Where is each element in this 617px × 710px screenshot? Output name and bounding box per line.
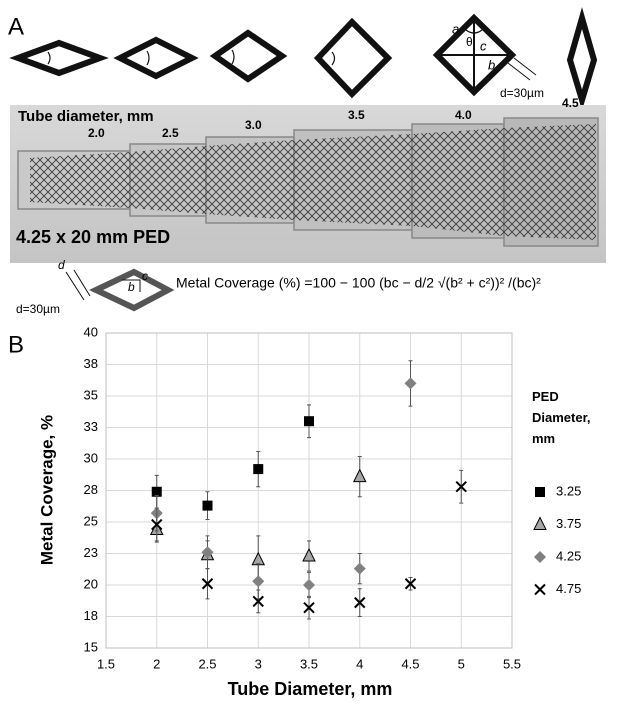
y-tick-label: 40 <box>84 324 98 339</box>
marker <box>203 501 213 511</box>
cell-shape <box>18 43 100 73</box>
y-tick-label: 23 <box>84 545 98 560</box>
formula: Metal Coverage (%) =100 − 100 (bc − d/2 … <box>176 275 541 291</box>
x-tick-label: 3 <box>255 656 262 671</box>
marker <box>304 416 314 426</box>
legend-marker <box>534 551 546 563</box>
tube-diameter: 4.0 <box>455 108 472 122</box>
tube-diameter: 2.0 <box>88 126 105 140</box>
x-tick-label: 5 <box>458 656 465 671</box>
stent-label: 4.25 x 20 mm PED <box>16 227 170 247</box>
wire-width: d=30µm <box>500 86 544 100</box>
cell-shape <box>318 22 388 94</box>
geometry-label: c <box>480 38 487 53</box>
x-tick-label: 5.5 <box>503 656 521 671</box>
panel-label: B <box>8 331 24 358</box>
geometry-label: b <box>128 280 135 294</box>
x-tick-label: 3.5 <box>300 656 318 671</box>
legend-label: 3.75 <box>556 516 581 531</box>
tube-label: Tube diameter, mm <box>18 108 154 125</box>
x-axis-title: Tube Diameter, mm <box>228 679 393 699</box>
figure: A a θ c b d=30µm Tube diameter, mm 2.0 2… <box>0 0 617 705</box>
legend-title: PED Diameter, mm <box>532 386 592 449</box>
y-tick-label: 18 <box>84 608 98 623</box>
geometry-label: b <box>488 57 495 72</box>
legend-label: 3.25 <box>556 483 581 498</box>
geometry-label: θ <box>466 35 473 49</box>
marker <box>303 549 315 561</box>
y-tick-label: 25 <box>84 513 98 528</box>
tube-diameter: 4.5 <box>562 96 579 110</box>
marker <box>252 553 264 565</box>
cell-shape <box>120 40 192 76</box>
tube-diameter: 3.0 <box>245 118 262 132</box>
x-tick-label: 4 <box>356 656 363 671</box>
y-tick-label: 35 <box>84 387 98 402</box>
wire-width: d=30µm <box>16 302 60 316</box>
y-tick-label: 38 <box>84 356 98 371</box>
x-tick-label: 4.5 <box>401 656 419 671</box>
tube-diameter: 2.5 <box>162 126 179 140</box>
x-tick-label: 2 <box>153 656 160 671</box>
y-tick-label: 20 <box>84 576 98 591</box>
legend-marker <box>535 487 545 497</box>
y-tick-label: 28 <box>84 482 98 497</box>
legend-marker <box>535 585 545 595</box>
y-tick-label: 15 <box>84 639 98 654</box>
figure-svg: A a θ c b d=30µm Tube diameter, mm 2.0 2… <box>0 0 617 705</box>
legend-label: 4.25 <box>556 548 581 563</box>
panel-label: A <box>8 13 24 40</box>
geometry-label: a <box>452 21 459 36</box>
cell-shape <box>215 33 282 79</box>
y-tick-label: 33 <box>84 419 98 434</box>
y-axis-title: Metal Coverage, % <box>37 415 56 565</box>
y-tick-label: 30 <box>84 450 98 465</box>
cell-shape <box>570 18 594 100</box>
legend-label: 4.75 <box>556 581 581 596</box>
geometry-label: d <box>58 258 65 272</box>
x-tick-label: 1.5 <box>97 656 115 671</box>
marker <box>303 579 315 591</box>
marker <box>253 464 263 474</box>
geometry-label: c <box>142 269 148 283</box>
marker <box>405 377 417 389</box>
x-tick-label: 2.5 <box>198 656 216 671</box>
marker <box>354 470 366 482</box>
tube-diameter: 3.5 <box>348 108 365 122</box>
marker <box>354 563 366 575</box>
legend-marker <box>534 518 546 530</box>
